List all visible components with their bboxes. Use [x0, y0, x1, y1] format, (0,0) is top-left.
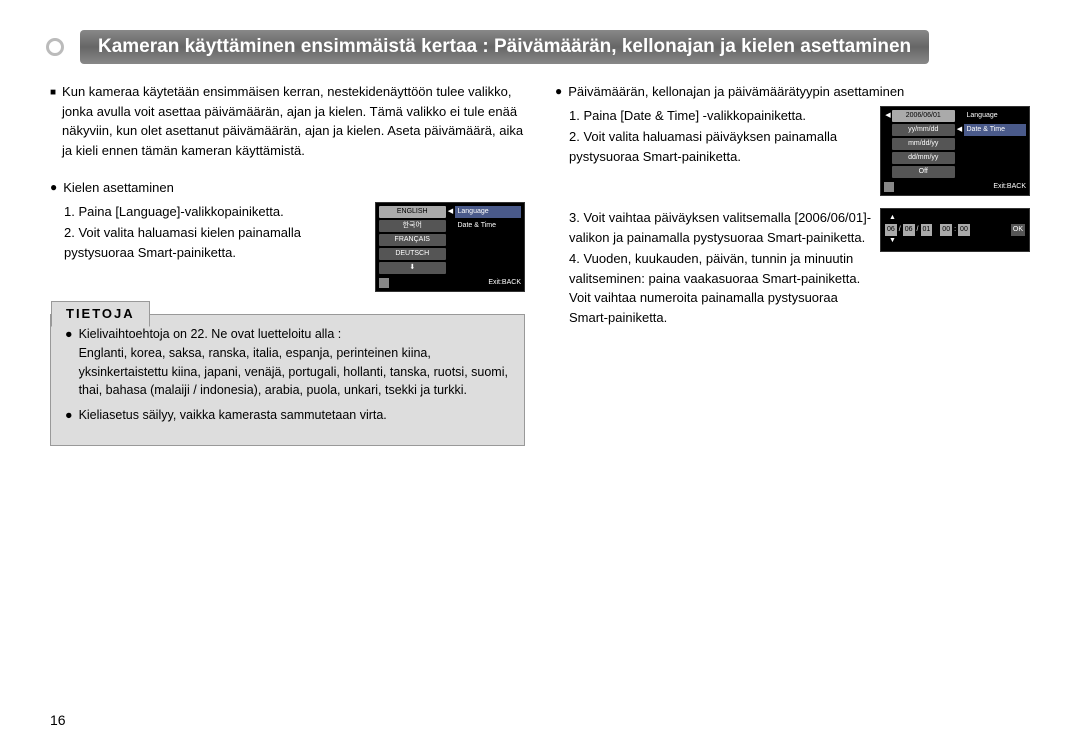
section-label: Päivämäärän, kellonajan ja päivämäärätyy… — [568, 82, 904, 102]
lcd-datetime-menu: ◀ 2006/06/01 Language yy/mm/dd ◀ Date & … — [880, 106, 1030, 197]
left-arrow-icon: ◀ — [956, 125, 964, 136]
datetime-steps-1-2: 1. Paina [Date & Time] -valikkopainikett… — [555, 106, 1030, 197]
right-column: ● Päivämäärän, kellonajan ja päivämäärät… — [555, 82, 1030, 446]
exit-label: Exit:BACK — [993, 182, 1026, 193]
lcd-option: yy/mm/dd — [892, 124, 955, 137]
lcd-option: 한국어 — [379, 220, 446, 233]
section-heading-datetime: ● Päivämäärän, kellonajan ja päivämäärät… — [555, 82, 1030, 102]
lcd-menu: Date & Time — [455, 220, 522, 233]
bullet-icon: ● — [555, 82, 562, 100]
lcd-option: dd/mm/yy — [892, 152, 955, 165]
info-item-2: ● Kieliasetus säilyy, vaikka kamerasta s… — [65, 406, 510, 425]
lcd-option: FRANÇAIS — [379, 234, 446, 247]
lcd-option: mm/dd/yy — [892, 138, 955, 151]
bullet-icon: ● — [65, 325, 73, 344]
content-columns: ■ Kun kameraa käytetään ensimmäisen kerr… — [50, 82, 1030, 446]
time-segment: 00 — [958, 224, 970, 237]
square-bullet-icon: ■ — [50, 85, 56, 100]
left-column: ■ Kun kameraa käytetään ensimmäisen kerr… — [50, 82, 525, 446]
lcd-option: ENGLISH — [379, 206, 446, 219]
intro-paragraph: ■ Kun kameraa käytetään ensimmäisen kerr… — [50, 82, 525, 160]
lcd-menu: Language — [964, 110, 1027, 123]
bullet-icon: ● — [50, 178, 57, 196]
separator: / — [899, 225, 901, 236]
page-title: Kameran käyttäminen ensimmäistä kertaa :… — [80, 30, 929, 64]
lcd-screen: ENGLISH ◀ Language 한국어 Date & Time FRANÇ… — [375, 202, 525, 293]
date-segment: 06 — [885, 224, 897, 237]
up-arrow-icon: ▲ — [889, 213, 896, 224]
info-lead: Kielivaihtoehtoja on 22. Ne ovat luettel… — [79, 325, 510, 344]
exit-label: Exit:BACK — [488, 278, 521, 289]
separator: : — [954, 225, 956, 236]
separator: / — [917, 225, 919, 236]
lcd-screen: ▲ 06 / 06 / 01 00 : 00 — [880, 208, 1030, 252]
step-2: 2. Voit valita haluamasi päiväyksen pain… — [569, 127, 872, 166]
section-heading-language: ● Kielen asettaminen — [50, 178, 525, 198]
lcd-date-edit: ▲ 06 / 06 / 01 00 : 00 — [880, 208, 1030, 252]
step-1: 1. Paina [Language]-valikkopainiketta. — [64, 202, 367, 222]
info-text: Kieliasetus säilyy, vaikka kamerasta sam… — [79, 406, 387, 425]
section-label: Kielen asettaminen — [63, 178, 174, 198]
time-segment: 00 — [940, 224, 952, 237]
left-arrow-icon: ◀ — [884, 111, 892, 122]
lcd-language-preview: ENGLISH ◀ Language 한국어 Date & Time FRANÇ… — [375, 202, 525, 293]
step-1: 1. Paina [Date & Time] -valikkopainikett… — [569, 106, 872, 126]
lcd-option: 2006/06/01 — [892, 110, 955, 123]
lcd-menu: Date & Time — [964, 124, 1027, 137]
manual-page: Kameran käyttäminen ensimmäistä kertaa :… — [0, 0, 1080, 466]
left-arrow-icon: ◀ — [447, 207, 455, 218]
date-segment: 06 — [903, 224, 915, 237]
down-arrow-icon: ⬇ — [379, 262, 446, 275]
info-body: Englanti, korea, saksa, ranska, italia, … — [79, 344, 510, 400]
language-steps: 1. Paina [Language]-valikkopainiketta. 2… — [50, 202, 367, 265]
step-2: 2. Voit valita haluamasi kielen painamal… — [64, 223, 367, 262]
date-segment: 01 — [921, 224, 933, 237]
step-3: 3. Voit vaihtaa päiväyksen valitsemalla … — [569, 208, 872, 247]
lcd-menu: Language — [455, 206, 522, 219]
info-item-1: ● Kielivaihtoehtoja on 22. Ne ovat luett… — [65, 325, 510, 400]
step-4: 4. Vuoden, kuukauden, päivän, tunnin ja … — [569, 249, 872, 327]
bullet-icon: ● — [65, 406, 73, 425]
lcd-option: DEUTSCH — [379, 248, 446, 261]
language-steps-row: 1. Paina [Language]-valikkopainiketta. 2… — [50, 202, 525, 293]
intro-text: Kun kameraa käytetään ensimmäisen kerran… — [62, 82, 525, 160]
page-number: 16 — [50, 712, 66, 728]
info-tab-label: TIETOJA — [51, 301, 150, 327]
lcd-screen: ◀ 2006/06/01 Language yy/mm/dd ◀ Date & … — [880, 106, 1030, 197]
tool-icon — [884, 182, 894, 192]
down-arrow-icon: ▼ — [889, 236, 896, 247]
datetime-steps-3-4: 3. Voit vaihtaa päiväyksen valitsemalla … — [555, 208, 1030, 329]
tool-icon — [379, 278, 389, 288]
ok-label: OK — [1011, 224, 1025, 237]
lcd-option: Off — [892, 166, 955, 179]
info-box: TIETOJA ● Kielivaihtoehtoja on 22. Ne ov… — [50, 314, 525, 446]
